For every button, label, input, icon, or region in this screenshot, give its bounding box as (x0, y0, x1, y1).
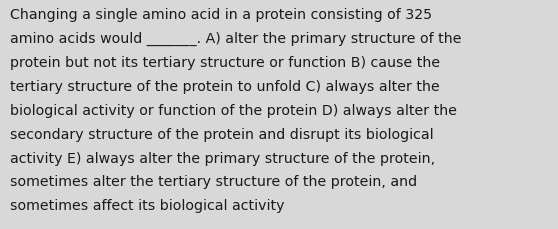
Text: biological activity or function of the protein D) always alter the: biological activity or function of the p… (10, 103, 457, 117)
Text: tertiary structure of the protein to unfold C) always alter the: tertiary structure of the protein to unf… (10, 79, 440, 93)
Text: sometimes alter the tertiary structure of the protein, and: sometimes alter the tertiary structure o… (10, 175, 417, 189)
Text: amino acids would _______. A) alter the primary structure of the: amino acids would _______. A) alter the … (10, 32, 461, 46)
Text: Changing a single amino acid in a protein consisting of 325: Changing a single amino acid in a protei… (10, 8, 432, 22)
Text: protein but not its tertiary structure or function B) cause the: protein but not its tertiary structure o… (10, 56, 440, 70)
Text: activity E) always alter the primary structure of the protein,: activity E) always alter the primary str… (10, 151, 435, 165)
Text: sometimes affect its biological activity: sometimes affect its biological activity (10, 199, 285, 213)
Text: secondary structure of the protein and disrupt its biological: secondary structure of the protein and d… (10, 127, 434, 141)
